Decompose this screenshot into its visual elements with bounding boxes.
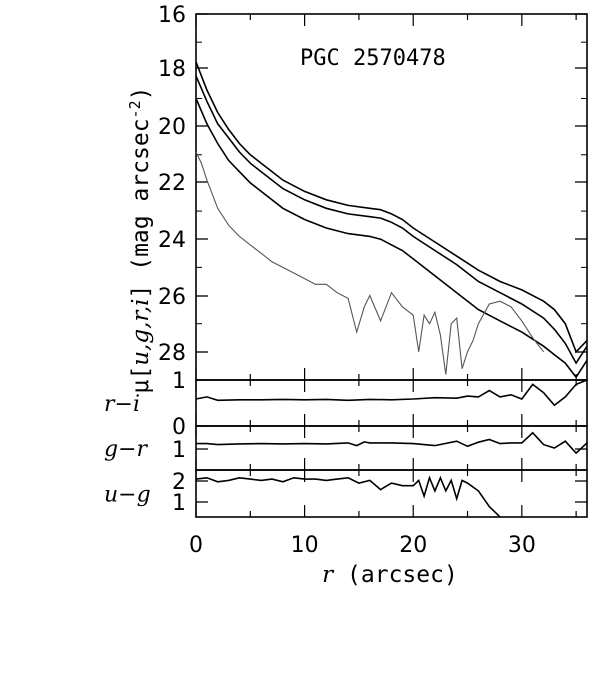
y-tick-label: 24 xyxy=(158,228,186,253)
panel-label-g-r: g−r xyxy=(104,437,149,462)
x-tick-label: 0 xyxy=(189,533,203,558)
series-line-g-r-0 xyxy=(196,431,588,455)
x-axis-label: r (arcsec) xyxy=(322,562,458,588)
y-tick-label: 22 xyxy=(158,171,186,196)
series-line-surface-brightness-1 xyxy=(195,75,588,365)
y-tick-label: 26 xyxy=(158,285,186,310)
y-tick-label: 16 xyxy=(158,3,186,28)
chart-title: PGC 2570478 xyxy=(300,46,446,71)
series-line-r-i-0 xyxy=(195,379,588,407)
panel-frame xyxy=(195,425,588,471)
y-tick-label: 1 xyxy=(172,438,186,463)
y-axis-label: μ[u,g,r,i] (mag arcsec-2) xyxy=(126,87,154,394)
x-tick-label: 20 xyxy=(399,533,427,558)
y-tick-label: 28 xyxy=(158,341,186,366)
panel-frame xyxy=(195,379,588,427)
y-axis-label-vars: u,g,r,i xyxy=(128,298,154,365)
x-axis-label-unit: (arcsec) xyxy=(347,562,458,588)
y-tick-label: 1 xyxy=(172,491,186,516)
series-line-surface-brightness-2 xyxy=(195,98,588,379)
y-tick-label: 0 xyxy=(172,415,186,440)
y-tick-label: 18 xyxy=(158,57,186,82)
x-axis-label-var: r xyxy=(322,562,335,588)
y-axis-label-close: ) xyxy=(128,87,154,101)
series-line-surface-brightness-3 xyxy=(195,151,545,375)
series-line-u-g-0 xyxy=(195,475,501,518)
y-tick-label: 2 xyxy=(172,470,186,495)
y-tick-label: 20 xyxy=(158,115,186,140)
y-axis-label-suffix: ] (mag arcsec xyxy=(128,118,154,298)
series-line-surface-brightness-0 xyxy=(195,61,588,354)
x-tick-label: 10 xyxy=(291,533,319,558)
panel-frame xyxy=(195,469,588,518)
y-axis-label-exponent: -2 xyxy=(126,100,144,118)
y-tick-label: 1 xyxy=(172,369,186,394)
panel-label-u-g: u−g xyxy=(104,483,151,508)
panel-label-r-i: r−i xyxy=(104,392,140,417)
x-tick-label: 30 xyxy=(508,533,536,558)
y-axis-label-prefix: μ[ xyxy=(128,366,154,394)
